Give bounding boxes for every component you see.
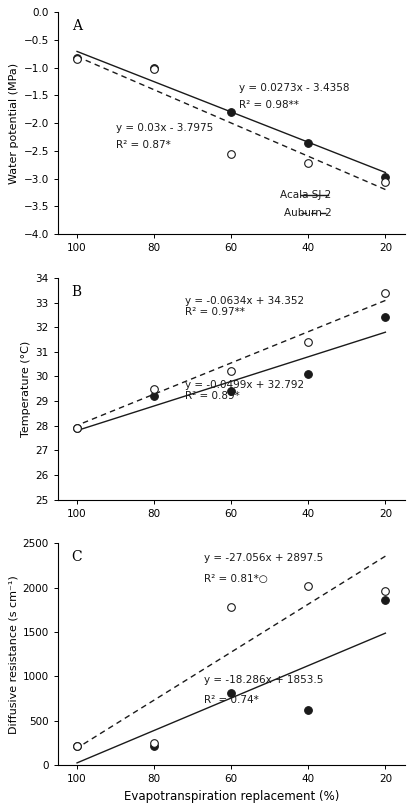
Text: C: C <box>71 550 82 564</box>
Text: y = 0.0273x - 3.4358: y = 0.0273x - 3.4358 <box>239 84 349 93</box>
Text: R² = 0.97**: R² = 0.97** <box>185 307 245 317</box>
Text: R² = 0.98**: R² = 0.98** <box>239 100 299 110</box>
Y-axis label: Temperature (°C): Temperature (°C) <box>21 341 31 437</box>
X-axis label: Evapotranspiration replacement (%): Evapotranspiration replacement (%) <box>123 790 339 803</box>
Text: Auburn 2: Auburn 2 <box>284 208 332 218</box>
Text: R² = 0.81*○: R² = 0.81*○ <box>204 573 268 584</box>
Text: y = -27.056x + 2897.5: y = -27.056x + 2897.5 <box>204 553 323 563</box>
Y-axis label: Diffusive resistance (s cm⁻¹): Diffusive resistance (s cm⁻¹) <box>8 575 18 734</box>
Text: R² = 0.87*: R² = 0.87* <box>116 139 170 150</box>
Text: y = -0.0499x + 32.792: y = -0.0499x + 32.792 <box>185 380 304 390</box>
Text: B: B <box>71 285 82 298</box>
Text: R² = 0.74*: R² = 0.74* <box>204 695 259 705</box>
Text: A: A <box>71 19 82 33</box>
Y-axis label: Water potential (MPa): Water potential (MPa) <box>9 62 19 184</box>
Text: Acala SJ 2: Acala SJ 2 <box>280 191 332 200</box>
Text: R² = 0.89*: R² = 0.89* <box>185 391 240 401</box>
Text: y = 0.03x - 3.7975: y = 0.03x - 3.7975 <box>116 123 213 133</box>
Text: y = -0.0634x + 34.352: y = -0.0634x + 34.352 <box>185 296 304 307</box>
Text: y = -18.286x + 1853.5: y = -18.286x + 1853.5 <box>204 675 324 684</box>
